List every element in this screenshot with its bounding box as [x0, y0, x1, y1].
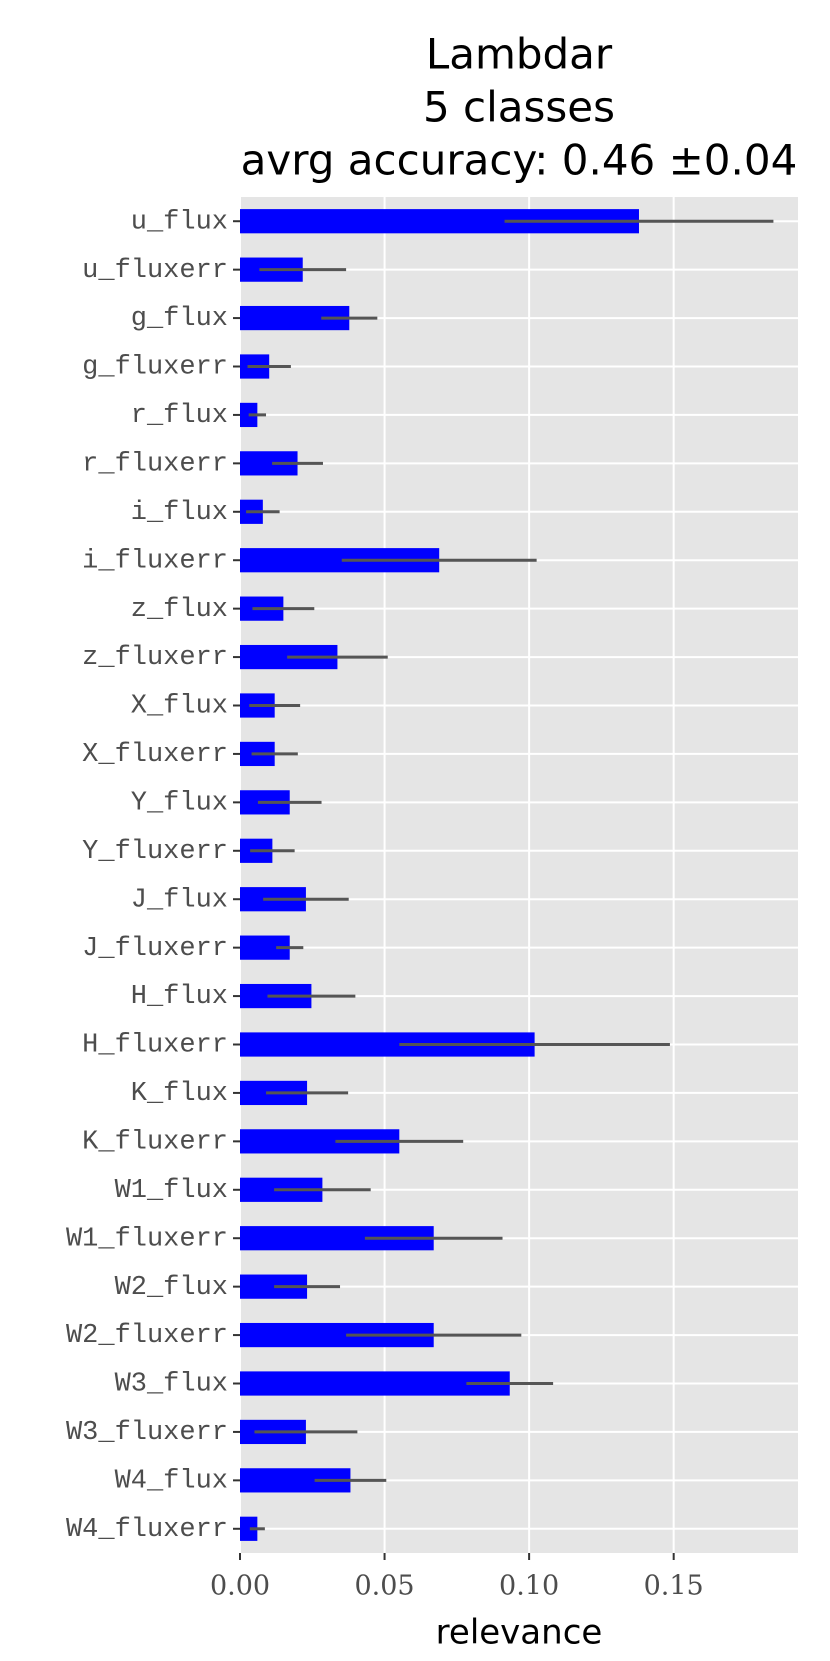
- y-tick-label: W2_fluxerr: [66, 1321, 228, 1351]
- y-tick-label: i_flux: [131, 498, 228, 528]
- y-tick-label: r_fluxerr: [82, 449, 228, 479]
- plot-background: [240, 197, 798, 1553]
- y-tick-label: W3_flux: [115, 1370, 228, 1400]
- y-tick-label: H_flux: [131, 982, 228, 1012]
- y-tick-label: i_fluxerr: [82, 546, 228, 576]
- y-tick-label: z_fluxerr: [82, 643, 228, 673]
- y-tick-label: u_fluxerr: [82, 256, 228, 286]
- y-tick-label: g_fluxerr: [82, 353, 228, 383]
- y-tick-label: W1_fluxerr: [66, 1224, 228, 1254]
- bar: [240, 1371, 510, 1396]
- y-tick-label: Y_fluxerr: [82, 837, 228, 867]
- y-tick-label: K_flux: [131, 1079, 228, 1109]
- x-tick-label: 0.10: [499, 1571, 559, 1602]
- y-tick-label: W1_flux: [115, 1176, 228, 1206]
- y-tick-label: H_fluxerr: [82, 1031, 228, 1061]
- y-tick-label: W4_flux: [115, 1466, 228, 1496]
- y-tick-label: Y_flux: [131, 788, 228, 818]
- x-tick-label: 0.15: [644, 1571, 704, 1602]
- x-axis-label: relevance: [436, 1613, 603, 1653]
- bar: [240, 1516, 258, 1541]
- y-tick-label: J_flux: [131, 885, 228, 915]
- y-tick-label: W2_flux: [115, 1273, 228, 1303]
- chart-title: Lambdar: [426, 30, 613, 79]
- y-tick-label: u_flux: [131, 207, 228, 237]
- y-tick-label: W4_fluxerr: [66, 1515, 228, 1545]
- y-tick-label: J_fluxerr: [82, 934, 228, 964]
- y-tick-label: X_fluxerr: [82, 740, 228, 770]
- y-tick-label: g_flux: [131, 304, 228, 334]
- x-tick-label: 0.05: [354, 1571, 414, 1602]
- y-tick-label: r_flux: [131, 401, 228, 431]
- chart-title: avrg accuracy: 0.46 ±0.04: [241, 136, 798, 185]
- y-tick-label: X_flux: [131, 692, 228, 722]
- y-tick-label: z_flux: [131, 595, 228, 625]
- chart-title: 5 classes: [423, 83, 615, 132]
- y-tick-label: W3_fluxerr: [66, 1418, 228, 1448]
- x-tick-label: 0.00: [210, 1571, 270, 1602]
- y-tick-label: K_fluxerr: [82, 1127, 228, 1157]
